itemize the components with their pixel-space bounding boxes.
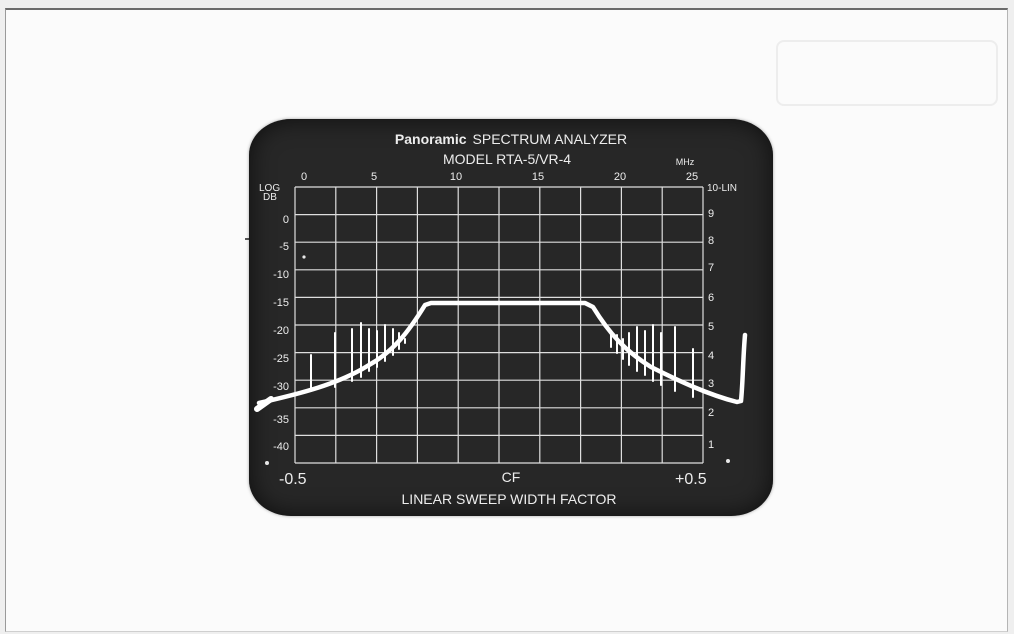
freq-tick-label: 15 [532,171,544,183]
db-tick-label: -15 [273,297,289,309]
screen-dot [302,255,306,259]
faint-bleedthrough-box [776,40,998,106]
freq-tick-label: 10 [450,171,462,183]
freq-unit-label: MHz [676,157,695,167]
db-tick-label: 0 [283,214,289,226]
db-tick-label: -25 [273,353,289,365]
db-tick-label: -10 [273,269,289,281]
lin-tick-label: 5 [708,321,714,333]
center-frequency-label: CF [502,469,521,485]
screen-dot [726,459,730,463]
trace-envelope [256,300,748,406]
trace-edge [254,396,274,412]
lin-tick-label: 8 [708,235,714,247]
edge-tick-mark [245,238,251,240]
db-tick-label: -35 [273,414,289,426]
db-tick-labels: 0 -5 -10 -15 -20 -25 -30 -35 -40 [273,214,289,453]
spectrum-trace [254,300,748,412]
freq-tick-label: 0 [301,171,307,183]
lin-tick-label: 2 [708,407,714,419]
db-tick-label: -40 [273,441,289,453]
bottom-left-label: -0.5 [279,471,307,488]
lin-tick-label: 9 [708,208,714,220]
title-label: SPECTRUM ANALYZER [473,131,628,147]
lin-tick-label: 1 [708,439,714,451]
log-scale-title: LOG [259,183,280,194]
crt-screen: Panoramic SPECTRUM ANALYZER MODEL RTA-5/V… [249,119,773,516]
lin-tick-label: 6 [708,292,714,304]
brand-label: Panoramic [395,131,467,147]
freq-tick-labels: 0 5 10 15 20 25 [301,171,698,183]
lin-tick-label: 7 [708,262,714,274]
lin-tick-label: 3 [708,378,714,390]
bottom-right-label: +0.5 [675,471,707,488]
db-scale-title: DB [263,192,277,203]
freq-tick-label: 25 [686,171,698,183]
screen-dot [265,461,269,465]
model-label: MODEL RTA-5/VR-4 [443,151,571,167]
db-tick-label: -5 [279,241,289,253]
graticule-grid [294,186,704,464]
freq-tick-label: 20 [614,171,626,183]
db-tick-label: -20 [273,325,289,337]
sweep-width-title: LINEAR SWEEP WIDTH FACTOR [402,491,617,507]
lin-tick-labels: 9 8 7 6 5 4 3 2 1 [708,208,714,451]
freq-tick-label: 5 [371,171,377,183]
lin-scale-title: 10-LIN [707,183,737,194]
screen-graphic: Panoramic SPECTRUM ANALYZER MODEL RTA-5/V… [254,131,748,507]
panel-header: Panoramic SPECTRUM ANALYZER [395,131,627,147]
db-tick-label: -30 [273,381,289,393]
lin-tick-label: 4 [708,350,714,362]
